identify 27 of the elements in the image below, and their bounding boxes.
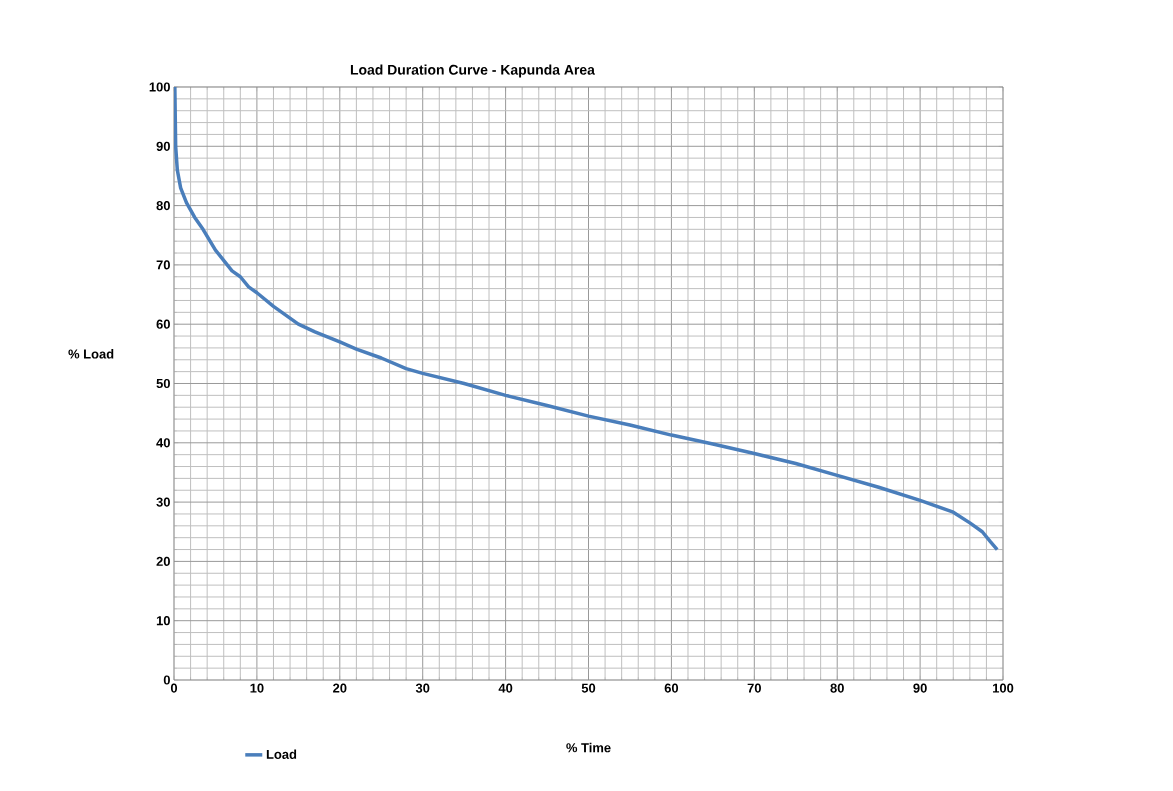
x-tick-label: 20 bbox=[333, 683, 347, 693]
y-tick-label: 30 bbox=[156, 497, 170, 507]
y-tick-label: 60 bbox=[156, 319, 170, 329]
y-tick-label: 10 bbox=[156, 616, 170, 626]
legend-label: Load bbox=[266, 749, 297, 759]
x-tick-label: 60 bbox=[664, 683, 679, 693]
x-tick-label: 40 bbox=[498, 683, 513, 693]
y-tick-label: 0 bbox=[163, 675, 170, 685]
y-tick-label: 90 bbox=[156, 141, 170, 151]
y-axis-title: % Load bbox=[68, 349, 114, 359]
x-tick-label: 30 bbox=[415, 683, 430, 693]
x-tick-label: 80 bbox=[830, 683, 844, 693]
x-tick-label: 10 bbox=[250, 683, 264, 693]
y-tick-label: 100 bbox=[149, 82, 170, 92]
line-series bbox=[174, 86, 999, 552]
x-tick-label: 50 bbox=[581, 683, 596, 693]
x-tick-label: 70 bbox=[747, 683, 761, 693]
x-tick-label: 90 bbox=[913, 683, 927, 693]
y-tick-label: 50 bbox=[156, 378, 170, 389]
y-tick-label: 80 bbox=[156, 201, 170, 211]
chart-title: Load Duration Curve - Kapunda Area bbox=[350, 64, 595, 78]
y-tick-label: 70 bbox=[156, 260, 170, 270]
y-tick-label: 40 bbox=[156, 438, 170, 448]
x-axis-title: % Time bbox=[566, 742, 611, 753]
x-tick-label: 0 bbox=[170, 683, 178, 693]
x-tick-label: 100 bbox=[993, 683, 1014, 693]
y-tick-label: 20 bbox=[156, 556, 170, 566]
